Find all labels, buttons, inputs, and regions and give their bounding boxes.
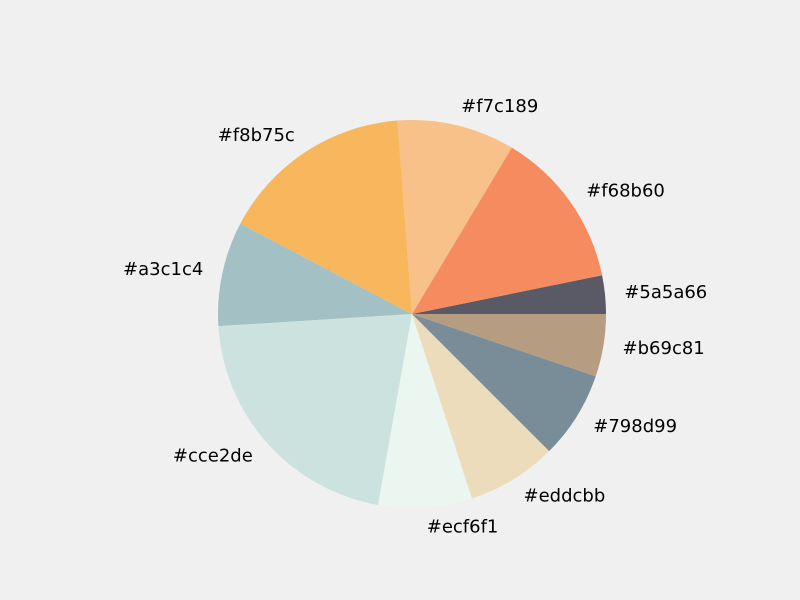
- pie-slice-f68b60: [412, 147, 603, 314]
- pie-label-b69c81: #b69c81: [623, 338, 705, 359]
- pie-label-cce2de: #cce2de: [173, 446, 253, 467]
- pie-label-eddcbb: #eddcbb: [524, 485, 606, 506]
- pie-label-798d99: #798d99: [593, 416, 677, 437]
- pie-label-f68b60: #f68b60: [586, 180, 665, 201]
- pie-labels: #5a5a66 #f68b60 #f7c189 #f8b75c #a3c1c4 #cce2…: [123, 96, 707, 538]
- pie-slice-a3c1c4: [217, 223, 412, 327]
- pie-slice-798d99: [412, 314, 596, 452]
- pie-slice-cce2de: [218, 314, 412, 506]
- pie-slices: [217, 119, 606, 509]
- pie-slice-b69c81: [412, 314, 606, 377]
- pie-label-a3c1c4: #a3c1c4: [123, 259, 203, 280]
- pie-slice-5a5a66: [412, 275, 606, 314]
- pie-slice-f7c189: [397, 119, 512, 314]
- pie-slice-f8b75c: [240, 120, 412, 314]
- pie-label-ecf6f1: #ecf6f1: [427, 516, 499, 537]
- pie-slice-eddcbb: [412, 314, 550, 499]
- pie-label-f8b75c: #f8b75c: [218, 125, 295, 146]
- pie-label-5a5a66: #5a5a66: [624, 282, 707, 303]
- pie-slice-ecf6f1: [378, 314, 472, 509]
- pie-label-f7c189: #f7c189: [461, 96, 538, 117]
